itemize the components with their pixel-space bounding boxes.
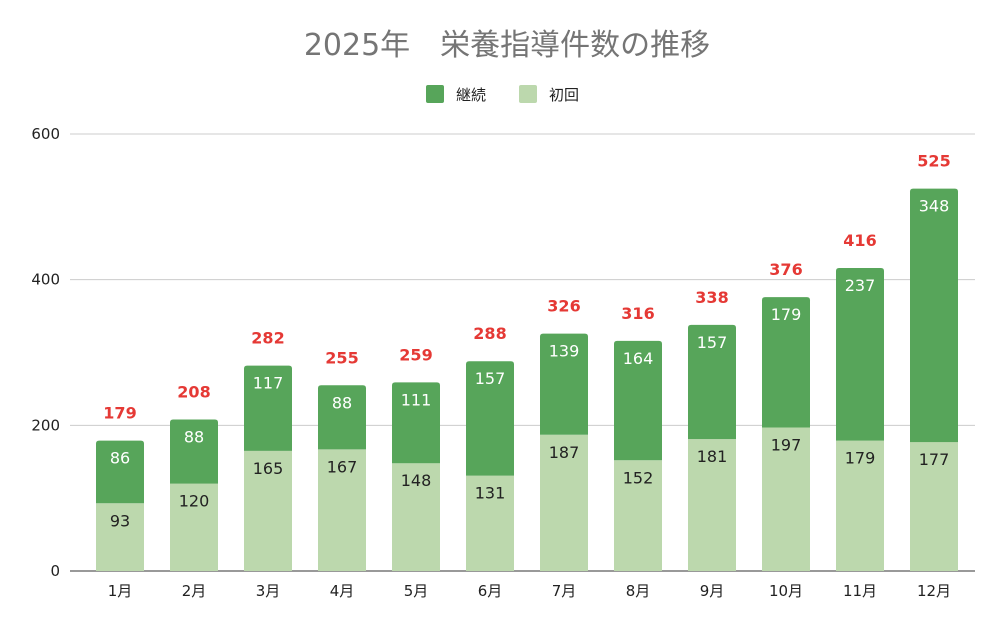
bar-segment xyxy=(96,440,144,504)
total-label: 282 xyxy=(251,329,284,348)
x-tick-label: 12月 xyxy=(917,582,951,600)
total-label: 326 xyxy=(547,297,580,316)
data-label: 139 xyxy=(549,342,580,361)
data-label: 117 xyxy=(253,374,284,393)
gridlines xyxy=(70,133,975,572)
x-tick-label: 10月 xyxy=(769,582,803,600)
bar-segment xyxy=(392,382,440,464)
x-tick-label: 2月 xyxy=(182,582,207,600)
data-label: 93 xyxy=(110,511,130,530)
data-label: 86 xyxy=(110,449,130,468)
bar-segment xyxy=(318,385,366,450)
legend: 継続 初回 xyxy=(426,85,579,104)
total-label: 259 xyxy=(399,345,432,364)
bar-segment xyxy=(392,463,440,571)
bar-segment xyxy=(318,449,366,571)
data-label: 148 xyxy=(401,471,432,490)
x-tick-label: 9月 xyxy=(700,582,725,600)
data-label: 88 xyxy=(184,428,204,447)
x-tick-label: 4月 xyxy=(330,582,355,600)
y-axis: 0 200 400 600 xyxy=(31,125,60,580)
bar-segment xyxy=(614,460,662,571)
total-label: 255 xyxy=(325,348,358,367)
data-label: 131 xyxy=(475,484,506,503)
x-axis: 1月 2月 3月 4月 5月 6月 7月 8月 9月 10月 11月 12月 xyxy=(108,582,951,600)
data-label: 348 xyxy=(919,197,950,216)
bar-segment xyxy=(836,268,884,441)
total-label: 338 xyxy=(695,288,728,307)
legend-label: 継続 xyxy=(456,86,486,104)
data-label: 179 xyxy=(771,305,802,324)
chart-title: 2025年 栄養指導件数の推移 xyxy=(304,28,710,63)
bar-segment xyxy=(170,483,218,571)
data-label: 152 xyxy=(623,468,654,487)
data-label: 197 xyxy=(771,436,802,455)
bar-segment xyxy=(614,340,662,461)
x-tick-label: 3月 xyxy=(256,582,281,600)
bar-segment xyxy=(910,188,958,443)
x-tick-label: 8月 xyxy=(626,582,651,600)
bar-segment xyxy=(688,439,736,571)
data-label: 237 xyxy=(845,276,876,295)
x-tick-label: 5月 xyxy=(404,582,429,600)
data-label: 88 xyxy=(332,393,352,412)
data-label: 181 xyxy=(697,447,728,466)
bar-segment xyxy=(762,427,810,571)
total-label: 376 xyxy=(769,260,802,279)
data-label: 120 xyxy=(179,492,210,511)
bar-segment xyxy=(466,361,514,476)
bars: 93 86 179 120 88 208 165 117 282 167 88 255 148 111 25… xyxy=(96,152,958,571)
data-label: 177 xyxy=(919,450,950,469)
legend-swatch xyxy=(426,85,444,103)
data-label: 111 xyxy=(401,390,432,409)
x-tick-label: 7月 xyxy=(552,582,577,600)
bar-segment xyxy=(836,440,884,571)
x-tick-label: 11月 xyxy=(843,582,877,600)
total-label: 288 xyxy=(473,324,506,343)
total-label: 416 xyxy=(843,231,876,250)
y-tick-label: 600 xyxy=(31,125,60,143)
data-label: 157 xyxy=(697,333,728,352)
y-tick-label: 200 xyxy=(31,416,60,434)
bar-segment xyxy=(910,442,958,571)
bar-segment xyxy=(540,333,588,435)
legend-swatch xyxy=(519,85,537,103)
data-label: 157 xyxy=(475,369,506,388)
data-label: 187 xyxy=(549,443,580,462)
x-tick-label: 6月 xyxy=(478,582,503,600)
bar-segment xyxy=(96,503,144,571)
y-tick-label: 400 xyxy=(31,271,60,289)
data-label: 165 xyxy=(253,459,284,478)
total-label: 316 xyxy=(621,304,654,323)
y-tick-label: 0 xyxy=(50,562,60,580)
data-label: 179 xyxy=(845,449,876,468)
bar-segment xyxy=(762,297,810,428)
bar-segment xyxy=(466,475,514,571)
bar-segment xyxy=(688,324,736,440)
data-label: 167 xyxy=(327,457,358,476)
bar-segment xyxy=(540,434,588,571)
bar-segment xyxy=(170,419,218,484)
data-label: 164 xyxy=(623,349,654,368)
x-tick-label: 1月 xyxy=(108,582,133,600)
total-label: 179 xyxy=(103,404,136,423)
total-label: 208 xyxy=(177,383,210,402)
total-label: 525 xyxy=(917,152,950,171)
legend-label: 初回 xyxy=(549,86,579,104)
bar-segment xyxy=(244,365,292,451)
bar-segment xyxy=(244,450,292,571)
